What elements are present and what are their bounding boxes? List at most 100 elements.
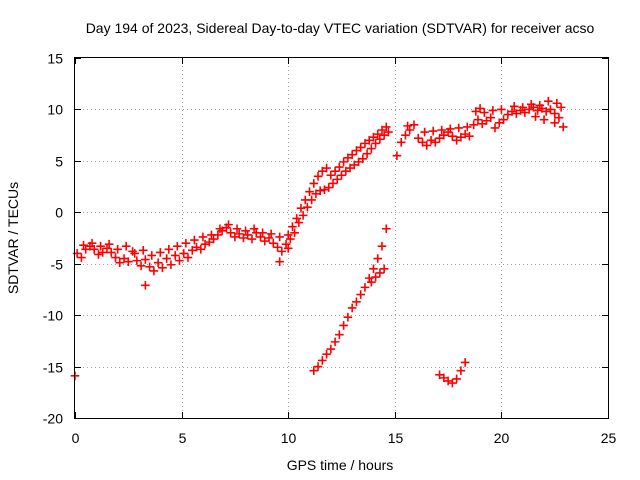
data-point — [550, 118, 559, 128]
data-point — [89, 245, 99, 254]
data-point — [275, 232, 284, 242]
data-point — [283, 230, 293, 240]
data-point — [371, 272, 380, 282]
data-point — [275, 257, 284, 266]
series-group — [72, 103, 564, 276]
x-tick-label: 10 — [281, 430, 297, 446]
data-point — [367, 277, 376, 287]
data-point — [539, 115, 549, 125]
data-point — [335, 162, 344, 172]
data-point — [136, 261, 146, 271]
data-point — [509, 102, 519, 111]
data-point — [403, 121, 412, 131]
data-point — [138, 246, 148, 255]
data-point — [339, 157, 348, 167]
data-point — [452, 374, 461, 384]
x-tick-label: 5 — [179, 430, 187, 446]
data-point — [373, 254, 383, 263]
y-tick-labels: 15 10 5 0 -5 -10 -15 -20 — [43, 51, 63, 427]
data-point — [462, 122, 472, 132]
data-point — [273, 242, 282, 252]
data-point — [141, 281, 150, 290]
data-point — [428, 126, 438, 136]
data-point — [313, 362, 323, 371]
data-point — [546, 105, 555, 114]
data-point — [375, 268, 385, 278]
data-point — [544, 96, 553, 106]
data-point — [475, 104, 485, 113]
data-point — [326, 170, 336, 180]
data-point — [335, 330, 344, 339]
series-group — [70, 243, 293, 381]
data-point — [158, 263, 167, 273]
data-point — [132, 256, 142, 265]
data-point — [315, 186, 325, 195]
data-point — [488, 106, 498, 115]
data-point — [552, 98, 562, 108]
data-point — [313, 171, 323, 181]
data-point — [437, 125, 447, 135]
data-point — [384, 127, 393, 137]
data-point — [175, 256, 184, 265]
data-point — [535, 101, 545, 110]
data-point — [497, 105, 506, 114]
data-point — [173, 241, 182, 251]
data-point — [190, 235, 199, 245]
axis-ticks — [75, 58, 609, 419]
data-point — [343, 312, 353, 322]
data-point — [518, 103, 528, 112]
data-point — [234, 229, 244, 239]
data-point — [347, 150, 357, 159]
data-point — [226, 228, 235, 238]
data-point — [480, 108, 489, 117]
data-point — [162, 254, 171, 263]
data-point — [179, 249, 189, 258]
data-point — [183, 253, 193, 262]
data-point — [268, 238, 278, 248]
data-point — [369, 264, 378, 274]
x-tick-label: 25 — [601, 430, 617, 446]
data-point — [469, 120, 478, 130]
x-tick-label: 15 — [388, 430, 404, 446]
series-group — [435, 358, 470, 388]
data-point — [431, 138, 440, 147]
data-point — [473, 115, 483, 125]
data-point — [145, 262, 154, 272]
data-point — [420, 127, 429, 137]
data-point — [296, 203, 306, 213]
data-point — [130, 249, 139, 258]
data-point — [79, 240, 88, 250]
y-tick-label: 15 — [47, 51, 63, 67]
data-point — [300, 195, 310, 205]
data-point — [258, 228, 267, 238]
y-tick-label: 0 — [55, 205, 63, 221]
data-point — [554, 113, 564, 122]
x-tick-labels: 0 5 10 15 20 25 — [72, 430, 617, 446]
data-point — [401, 130, 410, 140]
data-point — [499, 115, 508, 125]
data-point — [283, 243, 293, 253]
data-point — [215, 224, 225, 234]
series-group — [79, 96, 568, 260]
data-point — [98, 248, 108, 257]
data-point — [556, 103, 566, 112]
data-point — [322, 349, 331, 359]
data-point — [490, 123, 500, 133]
data-point — [155, 248, 165, 257]
data-point — [324, 183, 334, 192]
data-point — [326, 344, 336, 354]
data-point — [198, 232, 208, 242]
plot-frame — [74, 57, 609, 419]
y-tick-label: -20 — [43, 411, 63, 427]
data-point — [298, 211, 308, 220]
data-point — [309, 366, 319, 375]
data-point — [375, 134, 385, 144]
data-point — [448, 131, 457, 141]
data-point — [379, 264, 389, 274]
y-tick-label: 5 — [55, 154, 63, 170]
data-point — [232, 224, 242, 234]
series-group — [309, 224, 391, 375]
data-point — [111, 253, 120, 262]
data-point — [377, 241, 387, 251]
